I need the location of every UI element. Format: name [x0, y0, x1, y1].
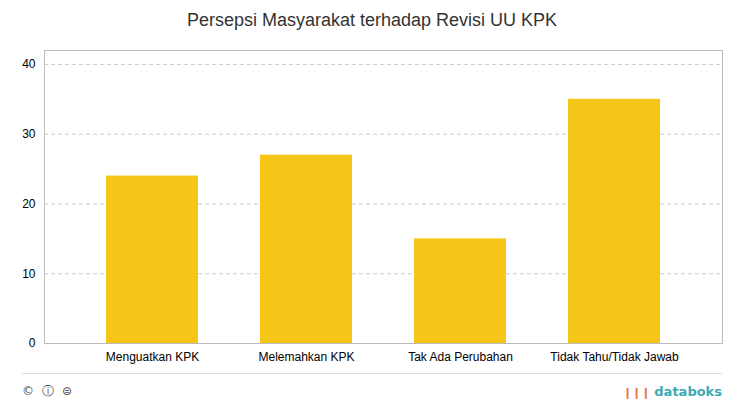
svg-text:Tak Ada Perubahan: Tak Ada Perubahan: [408, 350, 513, 364]
svg-text:10: 10: [22, 267, 36, 281]
svg-text:Menguatkan KPK: Menguatkan KPK: [106, 350, 199, 364]
html-text:❙❙❙ databoks: ❙❙❙ databoks: [622, 383, 722, 399]
svg-text:Melemahkan KPK: Melemahkan KPK: [258, 350, 354, 364]
html-text:Persepsi Masyarakat terhadap R: Persepsi Masyarakat terhadap Revisi UU K…: [186, 10, 558, 30]
svg-text:Tidak Tahu/Tidak Jawab: Tidak Tahu/Tidak Jawab: [550, 350, 679, 364]
svg-text:40: 40: [22, 57, 36, 71]
svg-text:20: 20: [22, 197, 36, 211]
svg-text:0: 0: [29, 336, 36, 350]
svg-text:30: 30: [22, 127, 36, 141]
